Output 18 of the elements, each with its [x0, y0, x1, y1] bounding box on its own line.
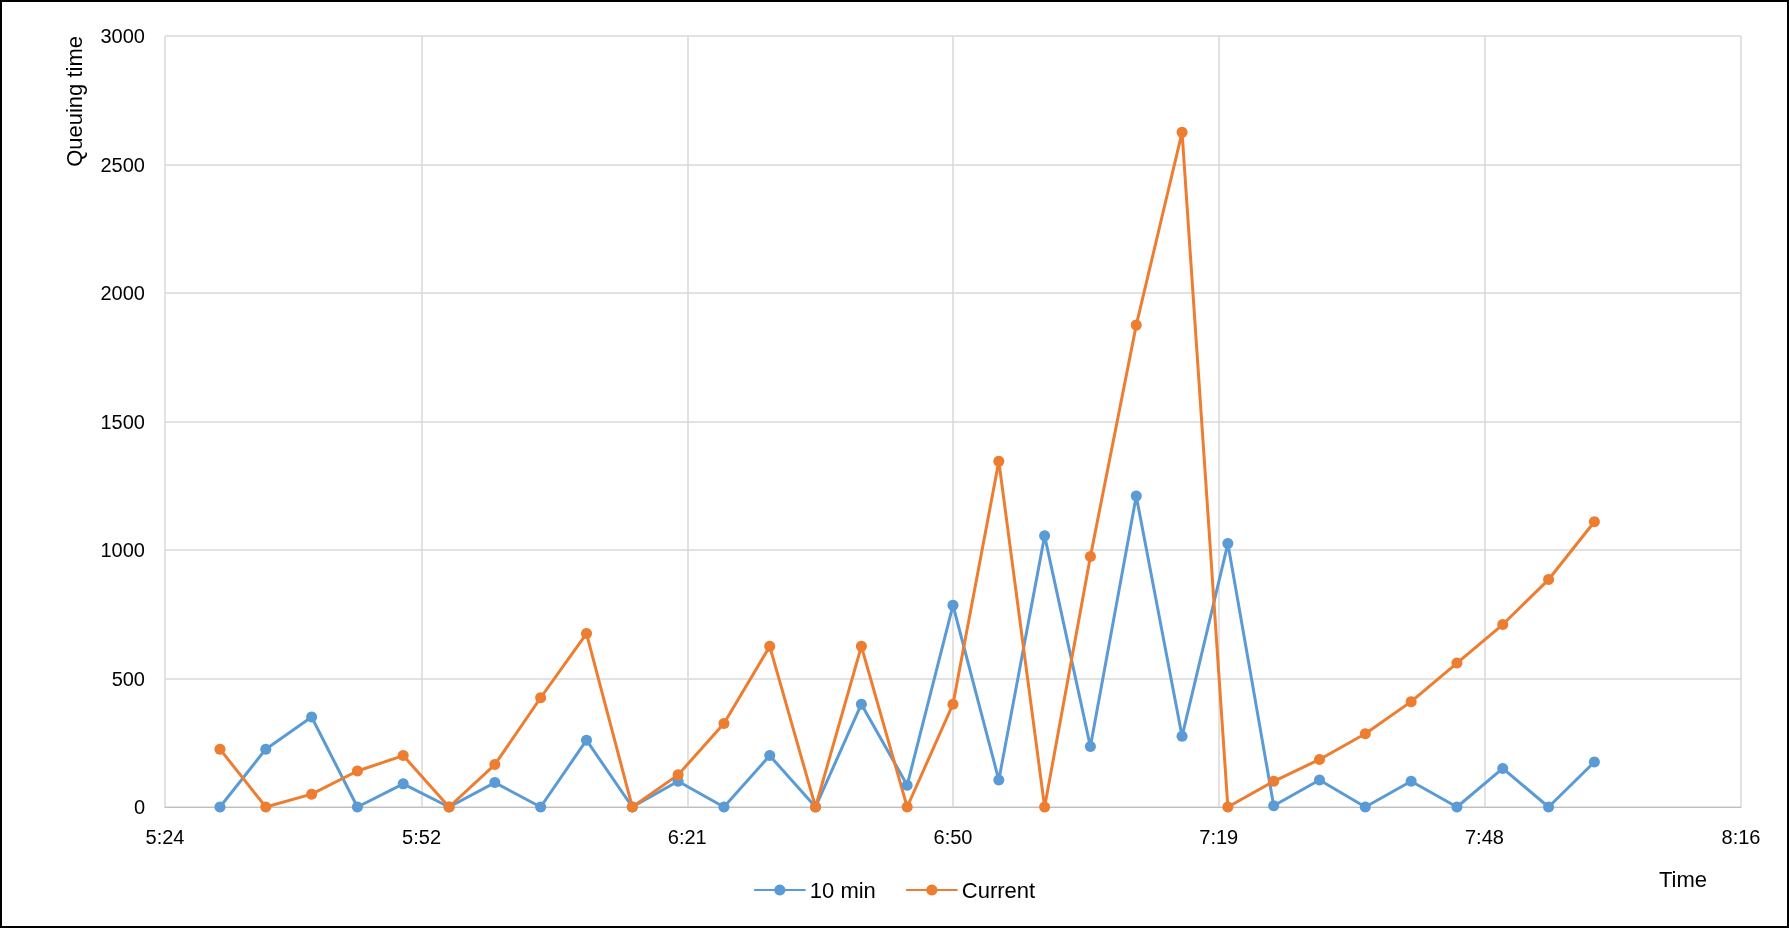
x-tick-label: 7:19 [1199, 826, 1239, 848]
legend-label: Current [961, 877, 1036, 903]
y-tick-label: 0 [133, 796, 145, 818]
x-tick-label: 5:52 [402, 826, 442, 848]
x-tick-label: 5:24 [145, 826, 185, 848]
x-tick-label: 7:48 [1464, 826, 1504, 848]
x-tick-label: 6:50 [933, 826, 973, 848]
y-tick-label: 2500 [100, 153, 145, 176]
x-tick-label: 6:21 [667, 826, 707, 848]
y-tick-label: 2000 [100, 282, 145, 304]
y-tick-label: 500 [111, 667, 145, 690]
legend-label: 10 min [809, 877, 876, 903]
y-axis-title: Queuing time [61, 36, 87, 167]
y-tick-label: 1500 [100, 410, 145, 433]
y-tick-label: 1000 [100, 539, 145, 561]
x-axis-title: Time [1658, 866, 1708, 892]
y-tick-label: 3000 [100, 25, 145, 47]
x-tick-label: 8:16 [1721, 826, 1761, 848]
